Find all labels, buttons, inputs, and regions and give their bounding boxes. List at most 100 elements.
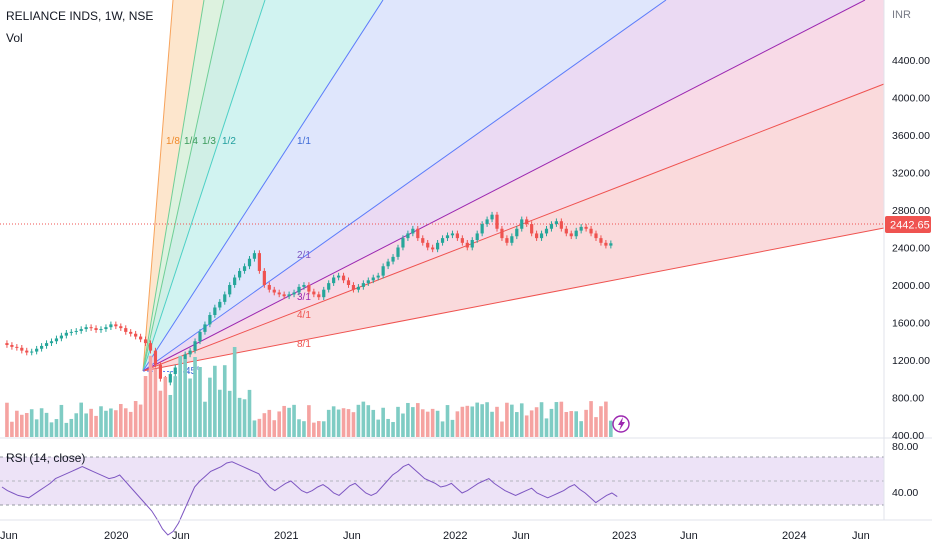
candle-body — [485, 219, 489, 225]
candle-body — [257, 253, 261, 271]
candle-body — [426, 242, 430, 248]
lightning-icon[interactable] — [612, 415, 630, 433]
gann-fan: 1/8 1/4 1/3 1/2 1/1 2/1 3/1 4/1 8/1 45° — [142, 0, 885, 377]
price-axis-tick: 1600.00 — [892, 318, 930, 330]
candle-body — [203, 324, 207, 332]
volume-bar — [425, 411, 430, 437]
candle-body — [500, 228, 504, 239]
candle-body — [381, 266, 385, 276]
symbol-title[interactable]: RELIANCE INDS, 1W, NSE — [6, 9, 154, 23]
candle-body — [228, 285, 232, 295]
volume-bar — [331, 406, 336, 437]
candle-body — [35, 348, 39, 352]
candle-body — [569, 233, 573, 237]
volume-bar — [569, 411, 574, 437]
volume-bar — [396, 406, 400, 437]
volume-bar — [564, 411, 569, 437]
volume-bar — [302, 421, 306, 437]
candle-body — [134, 333, 138, 337]
candle-body — [104, 327, 108, 330]
volume-bar — [168, 394, 173, 437]
price-axis-tick: 400.00 — [892, 430, 924, 442]
volume-bar — [519, 403, 524, 437]
volume-bar — [163, 377, 168, 437]
candle-body — [168, 374, 172, 383]
volume-bar — [242, 399, 247, 437]
candle-body — [574, 230, 578, 237]
candle-body — [495, 214, 499, 229]
candle-body — [396, 247, 400, 257]
candle-body — [391, 256, 395, 262]
candle-body — [599, 238, 603, 243]
volume-bar — [247, 389, 252, 437]
candle-body — [64, 332, 68, 336]
volume-bar — [317, 421, 321, 437]
candle-body — [183, 354, 187, 360]
gann-fan-line — [142, 0, 205, 372]
volume-bar — [599, 406, 603, 437]
candle-body — [366, 280, 370, 284]
candle-body — [252, 253, 257, 259]
candle-body — [148, 343, 153, 351]
gann-fan-label: 1/3 — [202, 136, 216, 147]
volume-bar — [123, 408, 128, 437]
time-axis-label: 2022 — [443, 530, 467, 542]
time-axis-label: 2021 — [274, 530, 298, 542]
candle-body — [579, 226, 583, 231]
candle-body — [69, 331, 73, 333]
volume-bar — [203, 401, 207, 437]
volume-bar — [465, 405, 470, 437]
candle-body — [213, 307, 217, 315]
volume-bar — [267, 409, 272, 437]
candle-body — [455, 233, 459, 239]
candle-body — [436, 242, 440, 250]
volume-bar — [74, 413, 79, 437]
candle-body — [208, 315, 212, 325]
volume-bar — [232, 347, 237, 437]
volume-bar — [420, 409, 425, 437]
candle-body — [79, 329, 83, 331]
candle-body — [143, 339, 148, 344]
candle-body — [411, 228, 415, 234]
candle-body — [119, 326, 123, 329]
candle-body — [460, 238, 464, 243]
volume-bar — [133, 401, 138, 437]
candle-body — [421, 238, 425, 243]
volume-bar — [356, 404, 361, 437]
volume-bar — [15, 410, 19, 437]
volume-bar — [510, 404, 514, 437]
volume-bar — [480, 404, 484, 437]
candle-body — [564, 228, 568, 234]
candle-body — [282, 294, 286, 297]
candle-body — [292, 292, 296, 295]
candle-body — [332, 277, 336, 284]
volume-bar — [272, 420, 277, 437]
volume-bar — [440, 421, 445, 437]
rsi-label[interactable]: RSI (14, close) — [6, 451, 86, 465]
candle-body — [89, 327, 93, 329]
candle-body — [287, 294, 291, 297]
candle-body — [218, 301, 222, 308]
volume-bar — [589, 401, 593, 437]
volume-bar — [34, 419, 39, 437]
volume-bar — [366, 405, 371, 437]
candle-body — [238, 270, 242, 278]
volume-bar — [326, 409, 331, 437]
candle-body — [589, 228, 593, 234]
time-axis-label: 2024 — [782, 530, 806, 542]
candle-body — [188, 350, 192, 355]
gann-fan-label: 3/1 — [297, 292, 311, 303]
candle-body — [139, 336, 143, 340]
volume-bar — [5, 402, 9, 437]
candle-body — [480, 224, 484, 234]
gann-fan-label: 1/2 — [222, 136, 236, 147]
candle-body — [307, 285, 311, 292]
volume-bar — [460, 406, 465, 437]
candle-body — [30, 351, 34, 353]
candle-body — [450, 233, 455, 236]
candle-body — [530, 224, 534, 234]
candle-body — [312, 291, 316, 295]
candle-body — [322, 289, 326, 298]
volume-bar — [10, 421, 14, 437]
